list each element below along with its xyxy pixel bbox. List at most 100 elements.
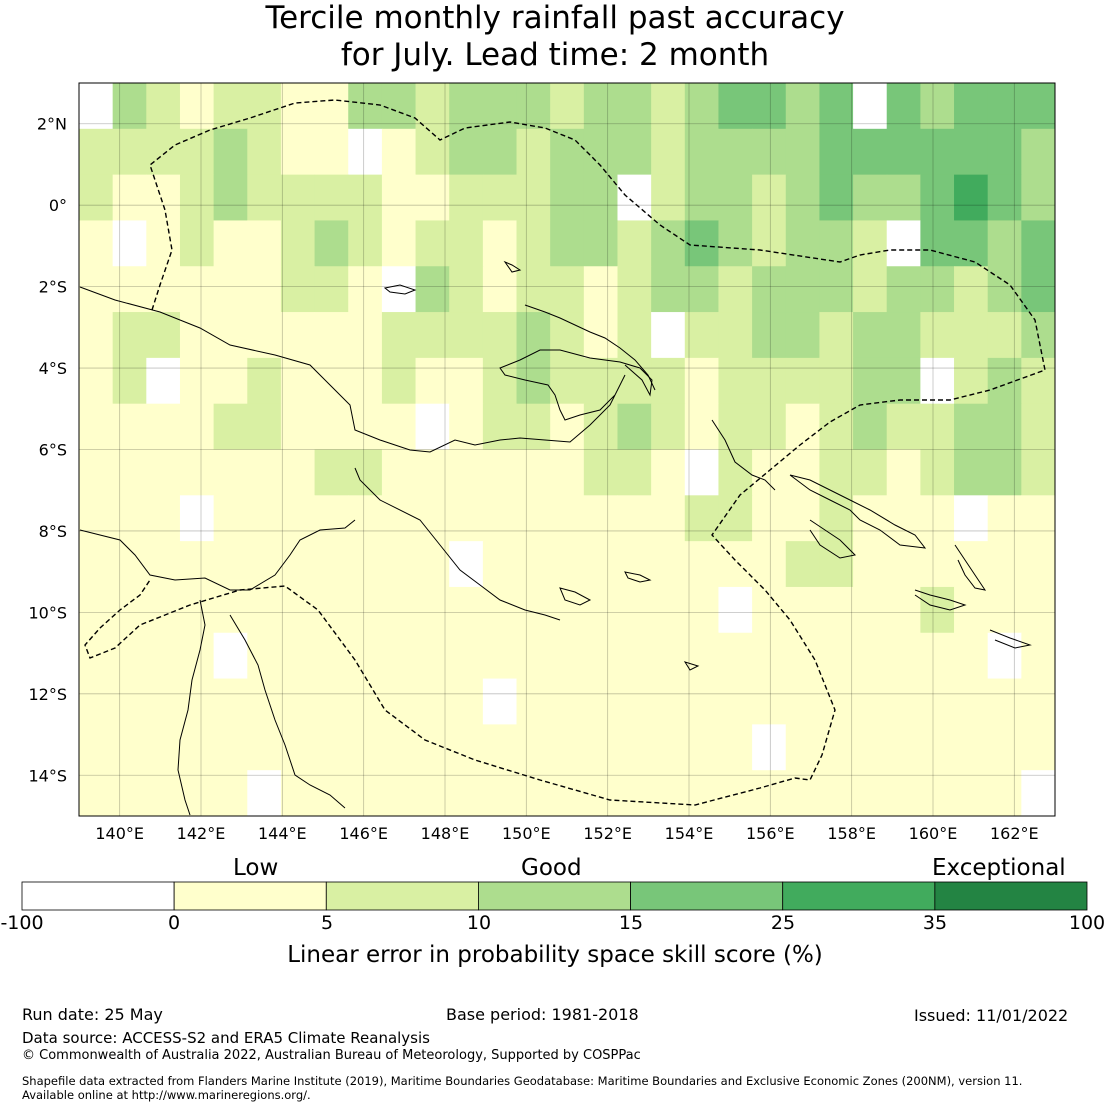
grid-cell: [819, 495, 854, 542]
grid-cell: [684, 541, 719, 588]
grid-cell: [314, 586, 349, 634]
grid-cell: [280, 266, 316, 313]
latitude-label: 0°: [49, 196, 67, 215]
grid-cell: [684, 174, 719, 221]
latitude-label: 6°S: [39, 441, 67, 460]
grid-cell: [886, 449, 921, 496]
grid-cell: [348, 128, 383, 176]
grid-cell: [752, 586, 787, 634]
grid-cell: [819, 266, 854, 313]
longitude-label: 150°E: [502, 824, 551, 843]
grid-cell: [651, 312, 686, 359]
grid-cell: [853, 128, 888, 176]
grid-cell: [617, 724, 652, 771]
grid-cell: [516, 586, 551, 634]
grid-cell: [247, 632, 282, 680]
grid-cell: [550, 403, 585, 450]
grid-cell: [516, 312, 551, 359]
dentrecasteaux-coast: [559, 587, 592, 606]
grid-cell: [819, 632, 854, 680]
grid-cell: [112, 220, 147, 267]
grid-cell: [1021, 174, 1056, 221]
grid-cell: [449, 586, 484, 634]
grid-cell: [213, 403, 248, 450]
grid-cell: [381, 220, 417, 267]
grid-cell: [247, 449, 282, 496]
grid-cell: [684, 266, 719, 313]
grid-cell: [213, 83, 248, 130]
grid-cell: [987, 678, 1022, 725]
grid-cell: [348, 770, 383, 817]
grid-cell: [146, 678, 181, 725]
grid-cell: [482, 449, 518, 496]
grid-cell: [146, 770, 181, 817]
grid-cell: [381, 403, 417, 450]
grid-cell: [79, 724, 114, 771]
grid-cell: [314, 724, 349, 771]
grid-cell: [886, 678, 921, 725]
grid-cell: [651, 266, 686, 313]
grid-cell: [684, 495, 719, 542]
grid-cell: [583, 128, 618, 176]
grid-cell: [987, 449, 1022, 496]
grid-cell: [617, 83, 652, 130]
grid-cell: [886, 128, 921, 176]
grid-cell: [954, 128, 989, 176]
issued-date: Issued: 11/01/2022: [914, 1006, 1069, 1025]
grid-cell: [280, 83, 316, 130]
grid-cell: [516, 541, 551, 588]
grid-cell: [79, 403, 114, 450]
grid-cell: [280, 357, 316, 405]
grid-cell: [482, 632, 518, 680]
grid-cell: [853, 541, 888, 588]
grid-cell: [987, 403, 1022, 450]
longitude-label: 154°E: [665, 824, 714, 843]
grid-cell: [583, 220, 618, 267]
grid-cell: [550, 449, 585, 496]
grid-cell: [146, 449, 181, 496]
grid-cell: [583, 586, 618, 634]
grid-cell: [785, 312, 820, 359]
grid-cell: [146, 632, 181, 680]
grid-cell: [213, 632, 248, 680]
grid-cell: [381, 724, 417, 771]
grid-cell: [280, 495, 316, 542]
grid-cell: [550, 541, 585, 588]
grid-cell: [886, 541, 921, 588]
grid-cell: [381, 495, 417, 542]
grid-cell: [785, 724, 820, 771]
grid-cell: [112, 632, 147, 680]
grid-cell: [348, 174, 383, 221]
grid-cell: [954, 632, 989, 680]
grid-cell: [381, 128, 417, 176]
eez-png-boundary: [84, 99, 1046, 806]
grid-cell: [550, 266, 585, 313]
grid-cell: [987, 312, 1022, 359]
grid-cell: [146, 128, 181, 176]
grid-cell: [314, 312, 349, 359]
colorbar-segment: [325, 881, 479, 911]
grid-cell: [146, 174, 181, 221]
skill-score-grid: [79, 83, 1056, 817]
grid-cell: [146, 586, 181, 634]
cape-york-east: [229, 614, 346, 809]
makira-coast: [989, 629, 1032, 649]
grid-cell: [752, 220, 787, 267]
grid-cell: [684, 449, 719, 496]
grid-cell: [954, 449, 989, 496]
grid-cell: [280, 632, 316, 680]
grid-cell: [348, 220, 383, 267]
grid-cell: [1021, 83, 1056, 130]
grid-cell: [886, 632, 921, 680]
latitude-label: 2°S: [39, 278, 67, 297]
grid-cell: [79, 312, 114, 359]
grid-cell: [920, 220, 955, 267]
grid-cell: [718, 495, 753, 542]
grid-cell: [718, 174, 753, 221]
grid-cell: [920, 174, 955, 221]
grid-cell: [920, 83, 955, 130]
colorbar-word-exceptional: Exceptional: [932, 855, 1066, 881]
grid-cell: [112, 586, 147, 634]
grid-cell: [684, 83, 719, 130]
grid-cell: [651, 678, 686, 725]
